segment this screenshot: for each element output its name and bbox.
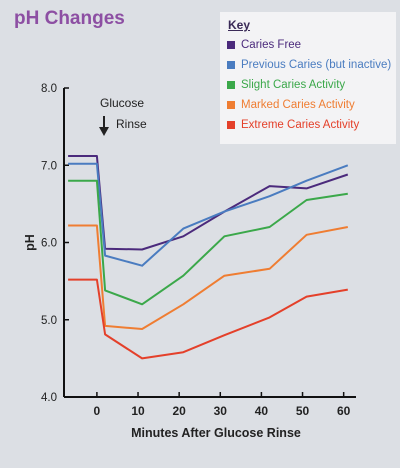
legend-label: Caries Free: [241, 39, 302, 51]
y-tick-label: 7.0: [41, 160, 57, 172]
series-line-3: [68, 179, 348, 306]
legend-title: Key: [228, 18, 251, 32]
x-tick-label: 0: [94, 404, 101, 418]
legend-swatch: [227, 101, 235, 109]
legend-item: Extreme Caries Activity: [227, 118, 359, 132]
annotation-line-2: Rinse: [116, 117, 147, 131]
x-tick-label: 20: [172, 404, 186, 418]
x-axis-label: Minutes After Glucose Rinse: [131, 426, 301, 440]
x-tick-label: 30: [214, 404, 228, 418]
legend-label: Slight Caries Activity: [241, 79, 346, 91]
legend-item: Previous Caries (but inactive): [227, 58, 391, 72]
series-line-5: [68, 278, 348, 360]
y-tick-label: 8.0: [41, 83, 57, 95]
x-tick-label: 10: [131, 404, 145, 418]
series-line-2: [68, 162, 349, 267]
x-tick-label: 50: [296, 404, 310, 418]
series-line-4: [68, 224, 348, 330]
x-tick-label: 40: [255, 404, 269, 418]
legend-swatch: [227, 61, 235, 69]
legend-item: Marked Caries Activity: [227, 98, 355, 112]
axes-group: 4.0 5.0 6.0 7.0 8.0 0 10 20 30 40 50 60 Minutes Afte…: [23, 83, 356, 440]
legend-item: Slight Caries Activity: [227, 78, 345, 92]
y-axis-label: pH: [23, 234, 37, 251]
legend-swatch: [227, 121, 235, 129]
series-lines: [68, 155, 349, 360]
glucose-rinse-annotation: Glucose Rinse: [99, 96, 147, 136]
annotation-line-1: Glucose: [100, 96, 144, 110]
down-arrow-icon: [99, 116, 109, 136]
y-tick-label: 4.0: [41, 392, 57, 404]
legend-swatch: [227, 41, 235, 49]
x-tick-label: 60: [337, 404, 351, 418]
y-tick-label: 6.0: [41, 238, 57, 250]
legend-label: Previous Caries (but inactive): [241, 59, 392, 71]
chart-title: pH Changes: [14, 8, 125, 29]
legend-label: Marked Caries Activity: [241, 99, 355, 111]
legend-item: Caries Free: [227, 38, 301, 52]
legend-swatch: [227, 81, 235, 89]
legend: Key Caries Free Previous Caries (but inac…: [220, 12, 396, 144]
legend-label: Extreme Caries Activity: [241, 119, 360, 131]
y-tick-label: 5.0: [41, 315, 57, 327]
